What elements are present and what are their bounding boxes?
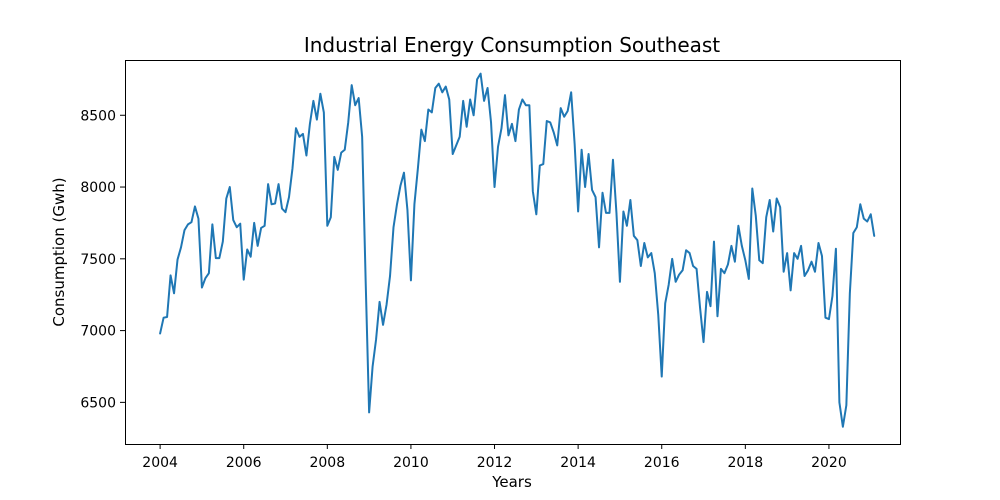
plot-area-frame <box>125 60 901 445</box>
series-group <box>159 72 876 428</box>
x-tick-label: 2016 <box>644 455 680 471</box>
x-axis: 2004 2006 2008 2010 2012 2014 2016 2018 2020 <box>142 444 847 471</box>
x-tick-label: 2018 <box>728 455 764 471</box>
x-tick-label: 2008 <box>309 455 345 471</box>
x-tick-label: 2020 <box>811 455 847 471</box>
y-tick-label: 8500 <box>80 108 116 124</box>
x-tick-label: 2012 <box>477 455 513 471</box>
chart-title: Industrial Energy Consumption Southeast <box>304 33 720 57</box>
y-tick-label: 7000 <box>80 324 116 340</box>
y-axis-label: Consumption (Gwh) <box>50 177 68 326</box>
x-tick-label: 2006 <box>226 455 262 471</box>
x-tick-label: 2010 <box>393 455 429 471</box>
x-tick-label: 2004 <box>142 455 178 471</box>
y-tick-label: 7500 <box>80 252 116 268</box>
series-line-0 <box>159 72 876 428</box>
x-axis-label: Years <box>491 473 532 491</box>
y-axis: 6500 7000 7500 8000 8500 <box>80 108 125 411</box>
x-tick-label: 2014 <box>560 455 596 471</box>
y-tick-label: 8000 <box>80 180 116 196</box>
y-tick-label: 6500 <box>80 395 116 411</box>
